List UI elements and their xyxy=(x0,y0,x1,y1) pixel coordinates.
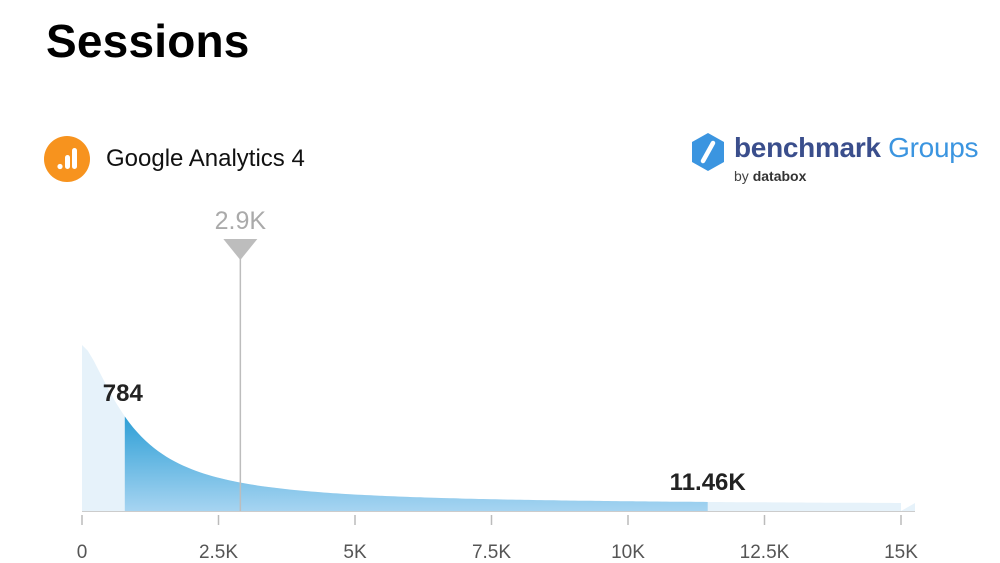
benchmark-hexagon-icon xyxy=(692,133,724,171)
page-title: Sessions xyxy=(46,15,250,67)
brand-by: by xyxy=(734,168,749,184)
range-high-label: 11.46K xyxy=(670,469,747,496)
marker-label: 2.9K xyxy=(215,207,267,235)
brand-word-groups: Groups xyxy=(880,132,979,163)
x-tick-label: 15K xyxy=(884,542,918,563)
brand-byline: by databox xyxy=(734,168,806,184)
x-tick-label: 5K xyxy=(343,542,367,563)
x-axis-ticks: 0 2.5K 5K 7.5K 10K 12.5K 15K xyxy=(77,515,918,563)
range-band-area xyxy=(124,416,708,511)
range-low-label: 784 xyxy=(103,380,144,407)
brand-company: databox xyxy=(752,168,807,184)
source-label: Google Analytics 4 xyxy=(106,145,305,172)
brand-word-benchmark: benchmark xyxy=(734,132,881,163)
x-tick-label: 7.5K xyxy=(472,542,511,563)
x-tick-label: 10K xyxy=(611,542,645,563)
benchmark-logo: benchmark Groups by databox xyxy=(690,130,979,190)
data-source: Google Analytics 4 xyxy=(44,136,305,182)
google-analytics-icon xyxy=(44,136,90,182)
x-tick-label: 2.5K xyxy=(199,542,238,563)
marker-pointer-icon xyxy=(223,239,258,260)
x-tick-label: 0 xyxy=(77,542,88,563)
brand-wordmark: benchmark Groups xyxy=(734,132,979,164)
x-tick-label: 12.5K xyxy=(740,542,790,563)
